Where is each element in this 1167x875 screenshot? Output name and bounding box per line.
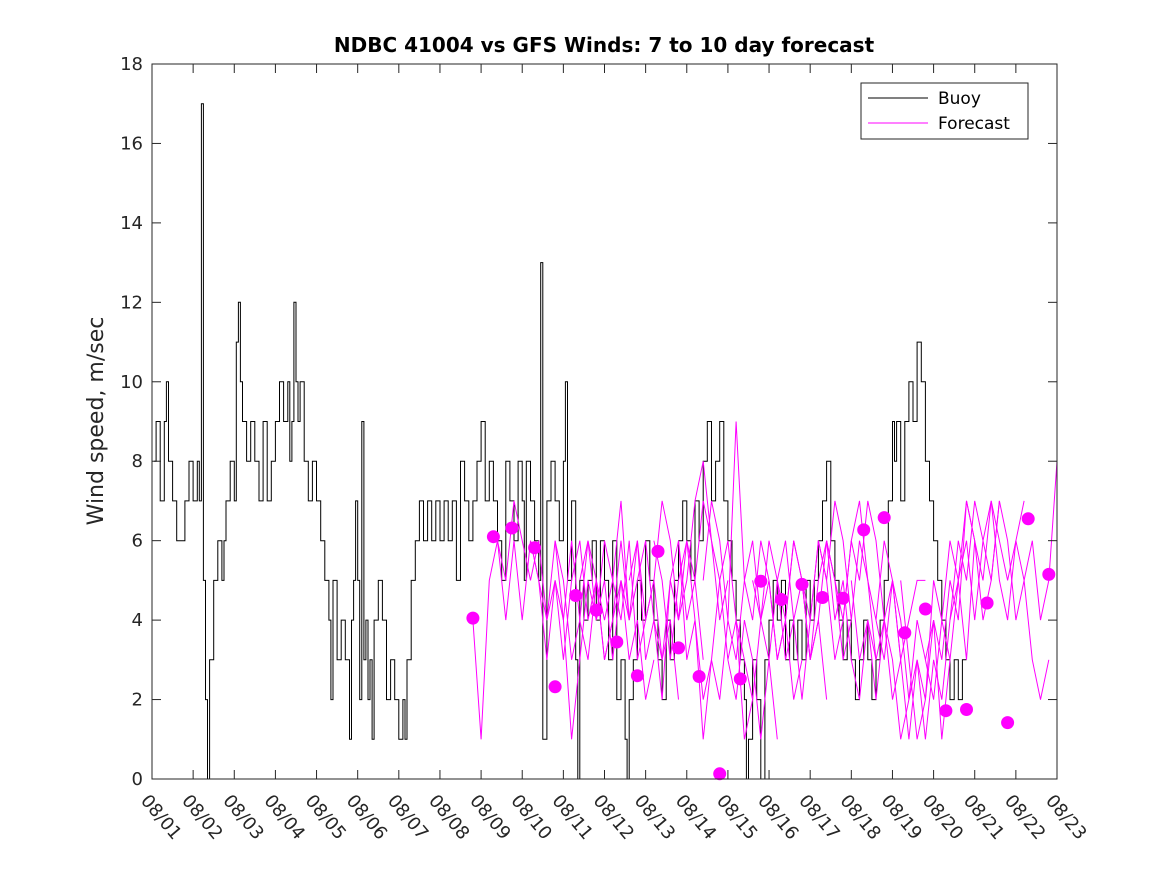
legend-buoy-label: Buoy [938,89,981,109]
forecast-point [672,641,685,655]
forecast-series [472,421,1058,740]
y-axis-label: Wind speed, m/sec [84,317,109,526]
chart-title: NDBC 41004 vs GFS Winds: 7 to 10 day for… [334,33,875,57]
forecast-point [569,589,583,602]
y-tick-label: 12 [120,292,143,313]
forecast-point [651,544,665,558]
forecast-point [528,541,542,555]
forecast-point [816,591,829,604]
forecast-point [630,669,644,683]
y-tick-label: 6 [132,531,143,552]
legend: Buoy Forecast [860,82,1029,140]
y-tick-label: 18 [120,54,143,75]
y-axis: 0 2 4 6 8 10 12 14 16 18 [120,54,1057,790]
forecast-line [924,500,1050,740]
forecast-markers [466,511,1056,781]
forecast-line [949,461,1058,660]
forecast-line [826,500,951,740]
y-tick-label: 8 [132,451,143,472]
forecast-point [918,602,932,616]
forecast-point [939,704,953,718]
forecast-point [733,672,747,686]
forecast-point [857,523,871,537]
forecast-point [1001,716,1015,730]
forecast-point [836,591,850,605]
forecast-line [530,540,655,700]
y-tick-label: 2 [132,690,143,711]
forecast-point [505,521,519,535]
forecast-point [548,680,562,694]
forecast-point [980,596,994,610]
forecast-point [589,603,603,617]
forecast-line [653,540,778,740]
plot-area [152,64,1058,781]
forecast-point [713,767,727,781]
y-tick-label: 16 [120,133,143,154]
forecast-point [960,703,973,716]
forecast-point [877,511,891,525]
y-tick-label: 14 [120,213,143,234]
forecast-point [692,670,706,683]
legend-box [860,82,1029,140]
y-tick-label: 4 [132,610,143,631]
forecast-point [795,577,809,591]
forecast-point [774,593,788,606]
forecast-point [754,574,768,588]
y-tick-label: 10 [120,372,143,393]
forecast-point [1042,567,1056,581]
forecast-line [554,540,679,740]
y-tick-label: 0 [132,769,143,790]
forecast-point [898,626,912,640]
forecast-point [486,530,500,544]
forecast-point [466,611,480,625]
forecast-point [610,635,624,649]
legend-forecast-label: Forecast [938,114,1010,134]
forecast-point [1021,512,1035,526]
